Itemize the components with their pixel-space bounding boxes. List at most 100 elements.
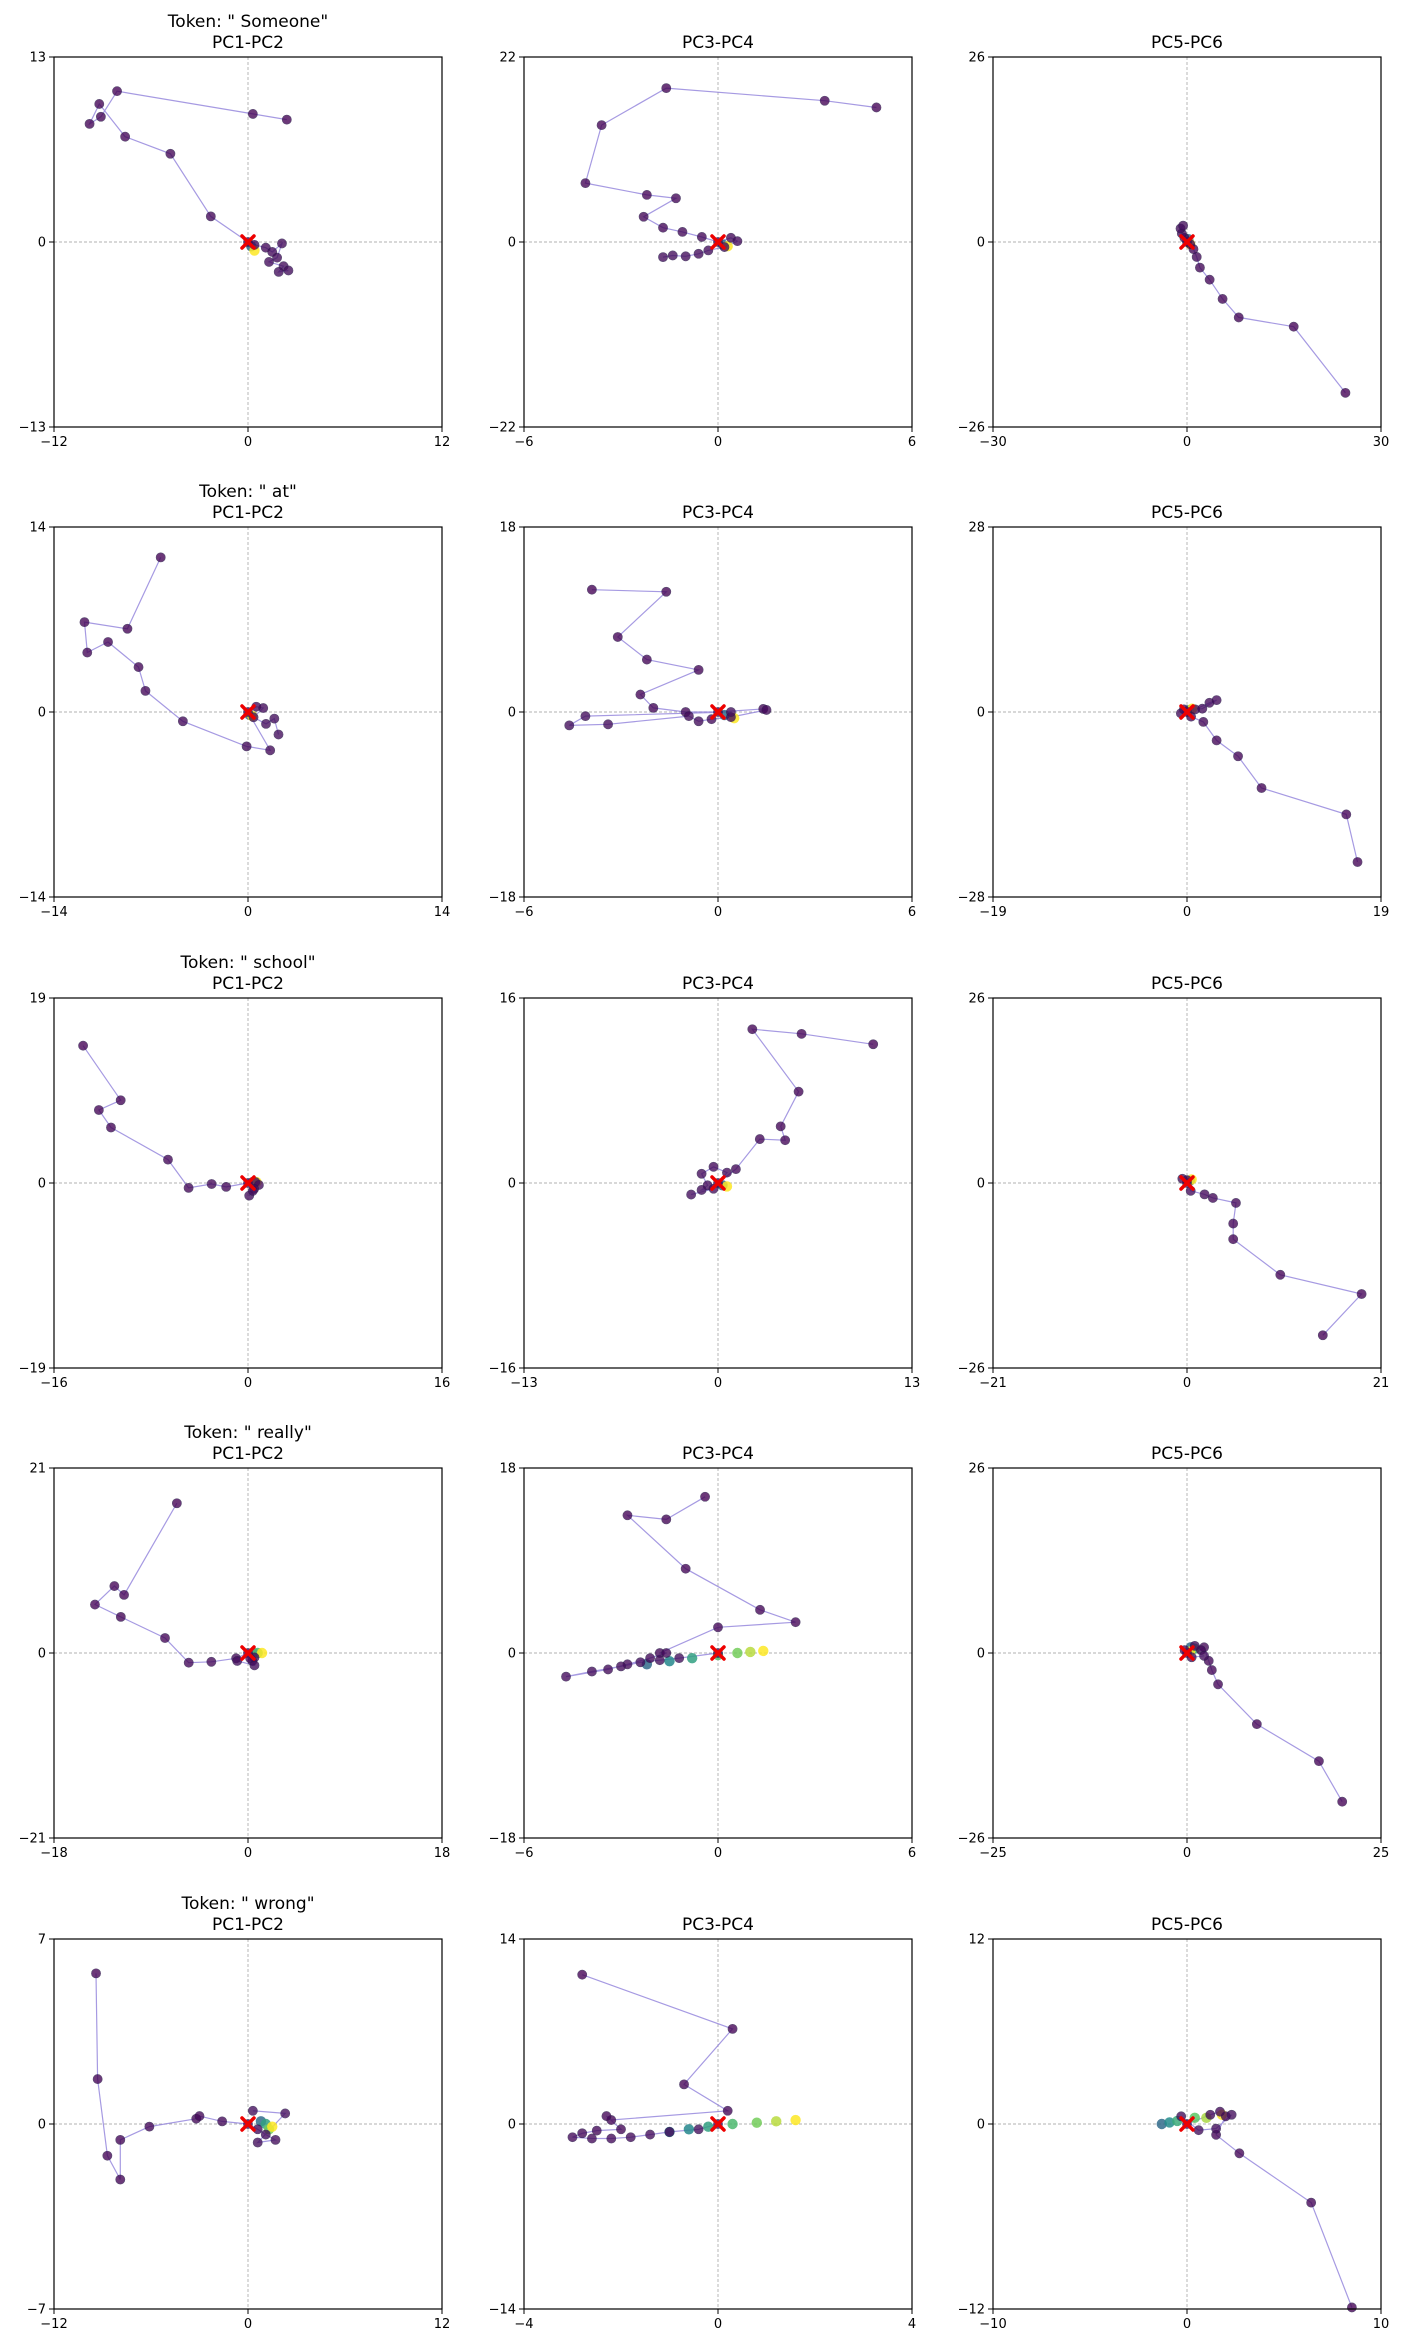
data-point	[708, 1161, 719, 1172]
data-point	[606, 2133, 617, 2144]
data-point	[1195, 262, 1205, 273]
data-point	[82, 647, 93, 658]
data-point	[587, 584, 597, 595]
x-tick-label: 14	[434, 905, 451, 920]
y-tick-label: 18	[499, 1462, 516, 1477]
y-tick-label: 0	[508, 1647, 516, 1662]
tail-point	[732, 1647, 743, 1659]
data-point	[92, 2074, 103, 2084]
data-point	[273, 729, 284, 740]
data-point	[1206, 1665, 1217, 1675]
panel-title: PC5-PC6	[1151, 974, 1223, 994]
data-point	[732, 236, 743, 247]
x-tick-label: 0	[244, 905, 252, 920]
origin-marker	[240, 704, 256, 720]
token-title: Token: " at"	[198, 482, 297, 502]
panel-title: PC1-PC2	[212, 33, 284, 53]
data-point	[612, 632, 623, 642]
data-point	[102, 2150, 113, 2161]
data-point	[580, 178, 591, 189]
data-point	[587, 1666, 597, 1677]
panel-title: PC5-PC6	[1151, 1915, 1223, 1935]
data-point	[667, 250, 678, 261]
data-point	[819, 95, 830, 106]
x-tick-label: 0	[244, 2317, 252, 2332]
panel-title: PC5-PC6	[1151, 1444, 1223, 1464]
x-tick-label: 21	[1373, 1376, 1390, 1391]
data-point	[674, 1653, 685, 1664]
data-point	[119, 1589, 129, 1600]
y-tick-label: 26	[968, 992, 985, 1007]
data-point	[1347, 2302, 1357, 2313]
data-point	[868, 1039, 879, 1050]
data-point	[206, 1179, 217, 1189]
data-point	[775, 1121, 786, 1132]
trajectory-line	[1180, 2111, 1353, 2308]
data-point	[1217, 294, 1228, 304]
data-point	[109, 1581, 120, 1591]
y-tick-label: −26	[958, 1362, 985, 1377]
x-tick-label: 6	[908, 905, 916, 920]
x-tick-label: 19	[1373, 905, 1390, 920]
x-tick-label: −12	[40, 2317, 67, 2332]
data-point	[269, 713, 280, 724]
data-point	[591, 2125, 602, 2136]
data-point	[206, 1656, 217, 1667]
data-point	[661, 586, 672, 597]
panel-title: PC1-PC2	[212, 503, 284, 523]
data-point	[680, 1563, 691, 1574]
data-point	[654, 1655, 665, 1666]
x-tick-label: 6	[908, 435, 916, 450]
x-tick-label: 0	[244, 1846, 252, 1861]
y-tick-label: −12	[958, 2303, 985, 2318]
data-point	[1207, 1193, 1218, 1203]
data-point	[194, 2111, 205, 2121]
panel-r4-c2: PC5-PC6 −10 0 10 12 0 −12	[958, 1915, 1390, 2332]
data-point	[601, 2111, 612, 2121]
x-tick-label: 0	[1183, 905, 1191, 920]
data-point	[561, 1671, 571, 1682]
y-tick-label: 18	[499, 521, 516, 536]
origin-marker	[240, 234, 256, 250]
origin-marker	[710, 1645, 726, 1661]
y-tick-label: 14	[29, 521, 46, 536]
data-point	[120, 131, 131, 142]
y-tick-label: 21	[29, 1462, 46, 1477]
data-point	[281, 114, 292, 125]
token-title: Token: " wrong"	[180, 1894, 314, 1914]
trajectory-line	[572, 1974, 734, 2140]
x-tick-label: 0	[1183, 1846, 1191, 1861]
x-tick-label: 0	[1183, 2317, 1191, 2332]
data-point	[283, 265, 294, 276]
data-point	[79, 617, 90, 628]
tail-point	[267, 2121, 278, 2132]
data-point	[280, 2108, 291, 2119]
trajectory-line	[1179, 225, 1346, 394]
data-point	[144, 2121, 155, 2132]
data-point	[1197, 703, 1208, 714]
y-tick-label: 16	[499, 992, 516, 1007]
data-point	[641, 654, 652, 665]
data-point	[693, 2124, 704, 2135]
x-tick-label: 30	[1373, 435, 1390, 450]
y-tick-label: 22	[499, 51, 516, 66]
data-point	[693, 664, 704, 675]
x-tick-label: −12	[40, 435, 67, 450]
x-tick-label: −18	[40, 1846, 67, 1861]
x-tick-label: 16	[434, 1376, 451, 1391]
panel-r0-c0: Token: " Someone"PC1-PC2 −12 0 12 13 0 −13	[19, 12, 451, 450]
panel-r0-c2: PC5-PC6 −30 0 30 26 0 −26	[958, 33, 1390, 450]
data-point	[183, 1657, 194, 1668]
data-point	[1317, 1330, 1328, 1341]
data-point	[577, 2128, 588, 2139]
tail-point	[256, 1647, 268, 1659]
tail-point	[751, 2117, 762, 2128]
x-tick-label: −14	[40, 905, 67, 920]
x-tick-label: −4	[514, 2317, 533, 2332]
tail-point	[1156, 2118, 1167, 2130]
data-point	[1204, 274, 1215, 285]
data-point	[635, 689, 646, 700]
data-point	[1231, 1198, 1241, 1208]
data-point	[780, 1135, 791, 1146]
